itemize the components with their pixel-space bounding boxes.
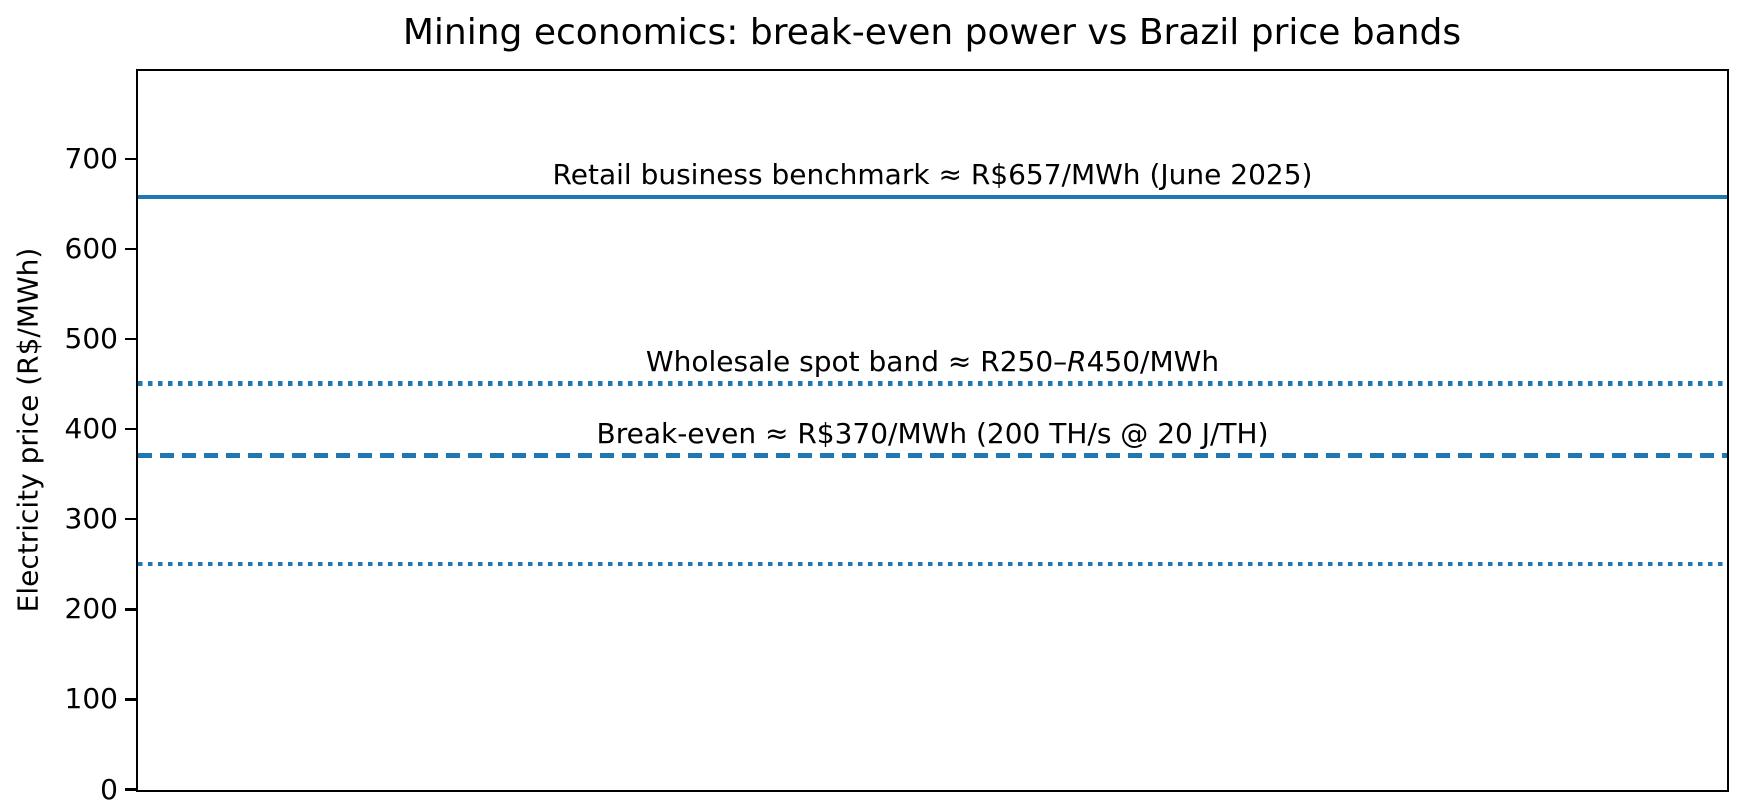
y-tick-mark-0 <box>125 788 136 791</box>
y-tick-mark-300 <box>125 517 136 521</box>
y-tick-mark-400 <box>125 427 136 431</box>
hline-wholesale-band-lower <box>138 561 1727 567</box>
y-tick-mark-700 <box>125 157 136 161</box>
y-tick-mark-200 <box>125 608 136 611</box>
y-tick-label-400: 400 <box>64 412 118 446</box>
y-tick-label-100: 100 <box>64 682 118 716</box>
plot-area: Retail business benchmark ≈ R$657/MWh (J… <box>136 69 1729 792</box>
y-tick-label-0: 0 <box>100 772 118 806</box>
hline-label-part: R <box>1067 344 1087 378</box>
y-tick-label-700: 700 <box>64 141 118 175</box>
hline-label-part: Break-even ≈ R$370/MWh (200 TH/s @ 20 J/… <box>596 416 1269 450</box>
hline-retail-benchmark <box>138 194 1727 200</box>
hline-label-part: Retail business benchmark ≈ R$657/MWh (J… <box>552 157 1313 191</box>
chart-title: Mining economics: break-even power vs Br… <box>402 12 1462 53</box>
hline-break-even <box>138 453 1727 458</box>
y-tick-label-300: 300 <box>64 502 118 536</box>
hline-label-retail-benchmark: Retail business benchmark ≈ R$657/MWh (J… <box>552 157 1313 191</box>
hline-label-break-even: Break-even ≈ R$370/MWh (200 TH/s @ 20 J/… <box>596 417 1268 449</box>
y-tick-mark-500 <box>125 337 136 341</box>
y-tick-mark-600 <box>125 247 136 251</box>
hline-label-part: 450/MWh <box>1086 344 1220 378</box>
y-tick-label-600: 600 <box>64 231 118 265</box>
y-tick-mark-100 <box>125 698 136 701</box>
y-tick-label-500: 500 <box>64 322 118 356</box>
y-tick-label-200: 200 <box>64 592 118 626</box>
hline-wholesale-band-upper <box>138 381 1727 386</box>
hline-label-wholesale-band-upper: Wholesale spot band ≈ R250–R450/MWh <box>646 345 1219 377</box>
hline-label-part: Wholesale spot band ≈ R250– <box>645 344 1068 378</box>
